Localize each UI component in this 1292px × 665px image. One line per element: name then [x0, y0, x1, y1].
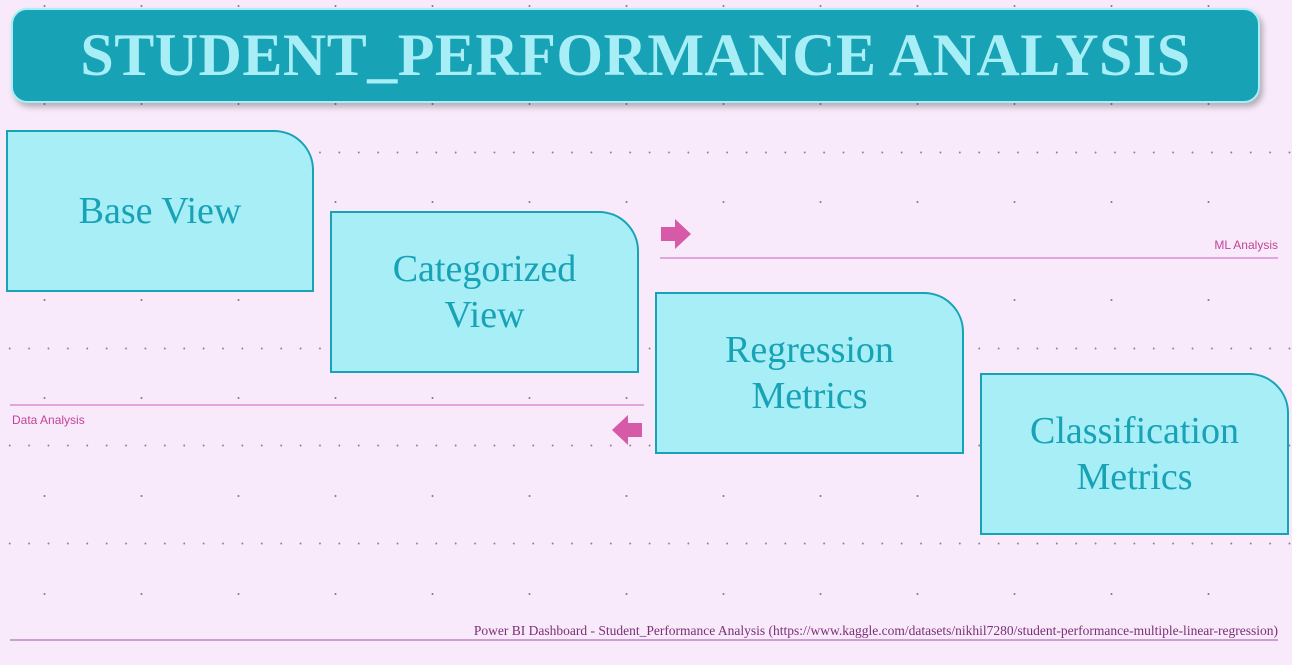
regression-metrics-label: Regression Metrics: [725, 329, 894, 417]
classification-metrics-button[interactable]: Classification Metrics: [980, 373, 1289, 535]
base-view-button[interactable]: Base View: [6, 130, 314, 292]
page-title: STUDENT_PERFORMANCE ANALYSIS: [80, 22, 1191, 88]
arrow-right-icon[interactable]: [659, 217, 693, 251]
grid-dots: [0, 542, 1292, 545]
classification-metrics-label: Classification Metrics: [1030, 410, 1239, 498]
base-view-label: Base View: [78, 190, 242, 232]
data-analysis-label: Data Analysis: [12, 413, 85, 427]
grid-dots: [0, 151, 1292, 154]
grid-dots: [0, 347, 1292, 350]
grid-dots: [0, 444, 1292, 447]
ml-analysis-divider: [660, 257, 1278, 259]
ml-analysis-label: ML Analysis: [1214, 238, 1278, 252]
categorized-view-button[interactable]: Categorized View: [330, 211, 639, 373]
footer-divider: [10, 639, 1278, 641]
regression-metrics-button[interactable]: Regression Metrics: [655, 292, 964, 454]
arrow-left-icon[interactable]: [610, 413, 644, 447]
title-banner: STUDENT_PERFORMANCE ANALYSIS: [11, 8, 1260, 103]
footer-source: Power BI Dashboard - Student_Performance…: [473, 623, 1278, 638]
data-analysis-divider: [10, 404, 644, 406]
categorized-view-label: Categorized View: [392, 248, 577, 336]
